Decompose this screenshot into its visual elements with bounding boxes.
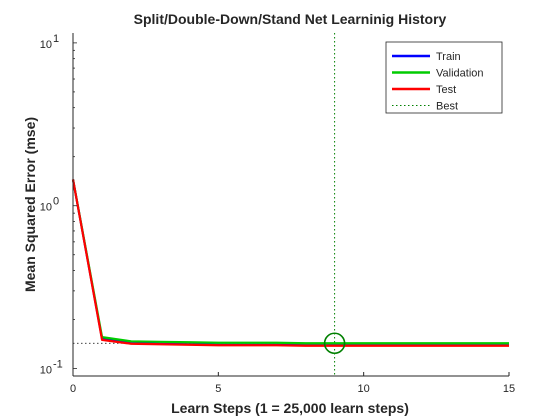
x-tick-label: 10 [358, 383, 370, 395]
series-line-test [71, 179, 509, 347]
y-tick-label: 10 [40, 365, 52, 377]
y-axis-label: Mean Squared Error (mse) [22, 117, 38, 292]
x-tick-label: 15 [503, 383, 515, 395]
y-tick-exponent: 1 [53, 33, 59, 45]
x-tick-label: 0 [70, 383, 76, 395]
chart-title: Split/Double-Down/Stand Net Learninig Hi… [134, 11, 447, 27]
legend-label-test: Test [436, 84, 456, 96]
y-tick-label: 10 [40, 202, 52, 214]
x-tick-label: 5 [215, 383, 221, 395]
best-marker [323, 332, 346, 355]
legend-label-train: Train [436, 51, 461, 63]
x-axis-label: Learn Steps (1 = 25,000 learn steps) [171, 400, 409, 416]
legend-label-best: Best [436, 101, 458, 113]
series-line-validation [71, 179, 509, 345]
legend: Train Validation Test Best [385, 41, 503, 114]
legend-box [385, 41, 503, 114]
y-tick-exponent: 0 [53, 196, 59, 208]
y-tick-exponent: -1 [53, 359, 63, 371]
legend-label-validation: Validation [436, 68, 484, 80]
y-tick-label: 10 [40, 39, 52, 51]
